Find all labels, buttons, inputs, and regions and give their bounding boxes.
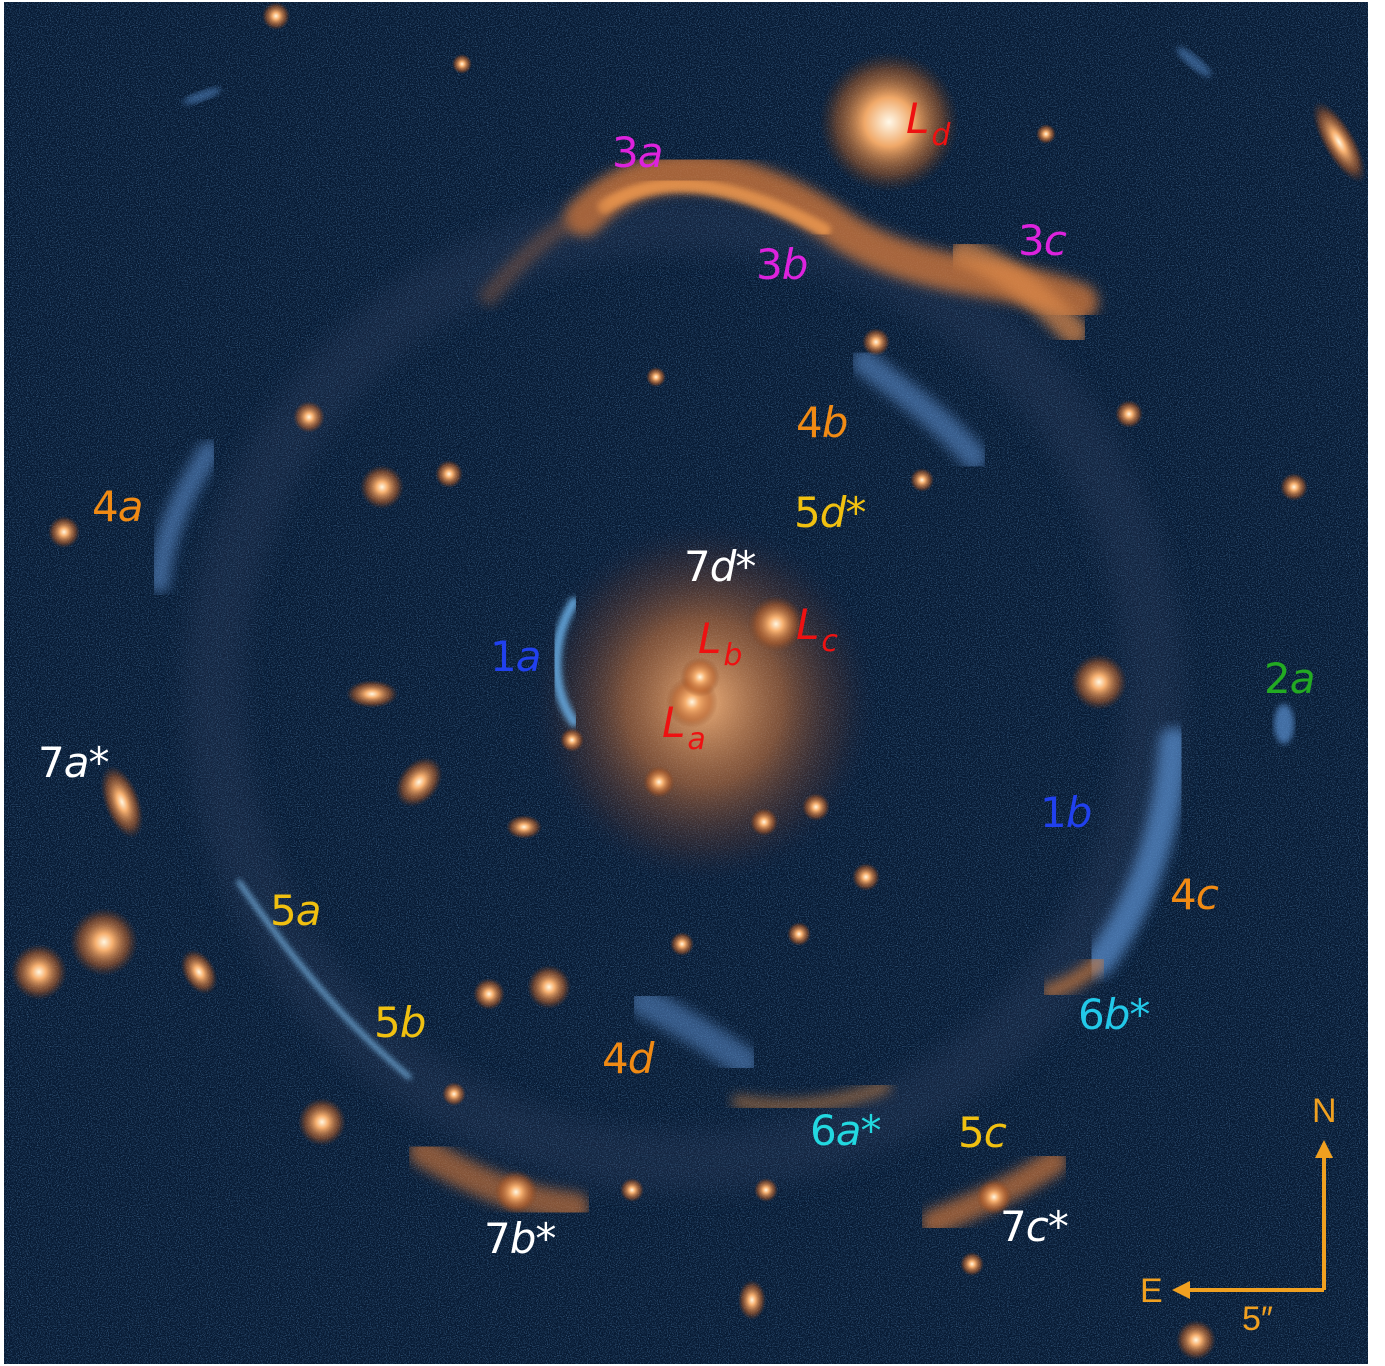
image-label-3a: 3a bbox=[612, 128, 663, 177]
compass-arrows bbox=[1172, 1140, 1333, 1299]
image-label-5b: 5b bbox=[374, 998, 426, 1047]
image-label-7c: 7c* bbox=[1000, 1202, 1069, 1251]
image-label-4c: 4c bbox=[1170, 870, 1219, 919]
image-label-6a: 6a* bbox=[810, 1106, 881, 1155]
astronomical-image: Ld Lb Lc La 3a 3b 3c 4b 4a 4c 4d 5d* 5a … bbox=[4, 2, 1368, 1364]
image-label-7b: 7b* bbox=[484, 1214, 556, 1263]
compass-scale-label: 5″ bbox=[1242, 1300, 1273, 1338]
image-label-5d: 5d* bbox=[794, 488, 866, 537]
image-label-1a: 1a bbox=[490, 632, 541, 681]
image-label-7d: 7d* bbox=[684, 542, 756, 591]
image-label-5a: 5a bbox=[270, 886, 321, 935]
image-label-4d: 4d bbox=[602, 1034, 654, 1083]
lens-label-Lb: Lb bbox=[698, 614, 743, 673]
compass-north-label: N bbox=[1312, 1092, 1337, 1130]
image-label-7a: 7a* bbox=[38, 738, 109, 787]
lens-label-Ld: Ld bbox=[906, 94, 951, 153]
image-label-3b: 3b bbox=[756, 240, 808, 289]
image-label-4a: 4a bbox=[92, 482, 143, 531]
image-label-3c: 3c bbox=[1018, 216, 1067, 265]
image-label-2a: 2a bbox=[1264, 654, 1315, 703]
lens-label-La: La bbox=[662, 698, 706, 757]
sky-background bbox=[4, 2, 1368, 1364]
image-label-4b: 4b bbox=[796, 398, 848, 447]
lens-label-Lc: Lc bbox=[796, 600, 838, 659]
compass-east-label: E bbox=[1140, 1272, 1163, 1310]
image-label-6b: 6b* bbox=[1078, 990, 1150, 1039]
image-label-5c: 5c bbox=[958, 1108, 1007, 1157]
image-label-1b: 1b bbox=[1040, 788, 1092, 837]
